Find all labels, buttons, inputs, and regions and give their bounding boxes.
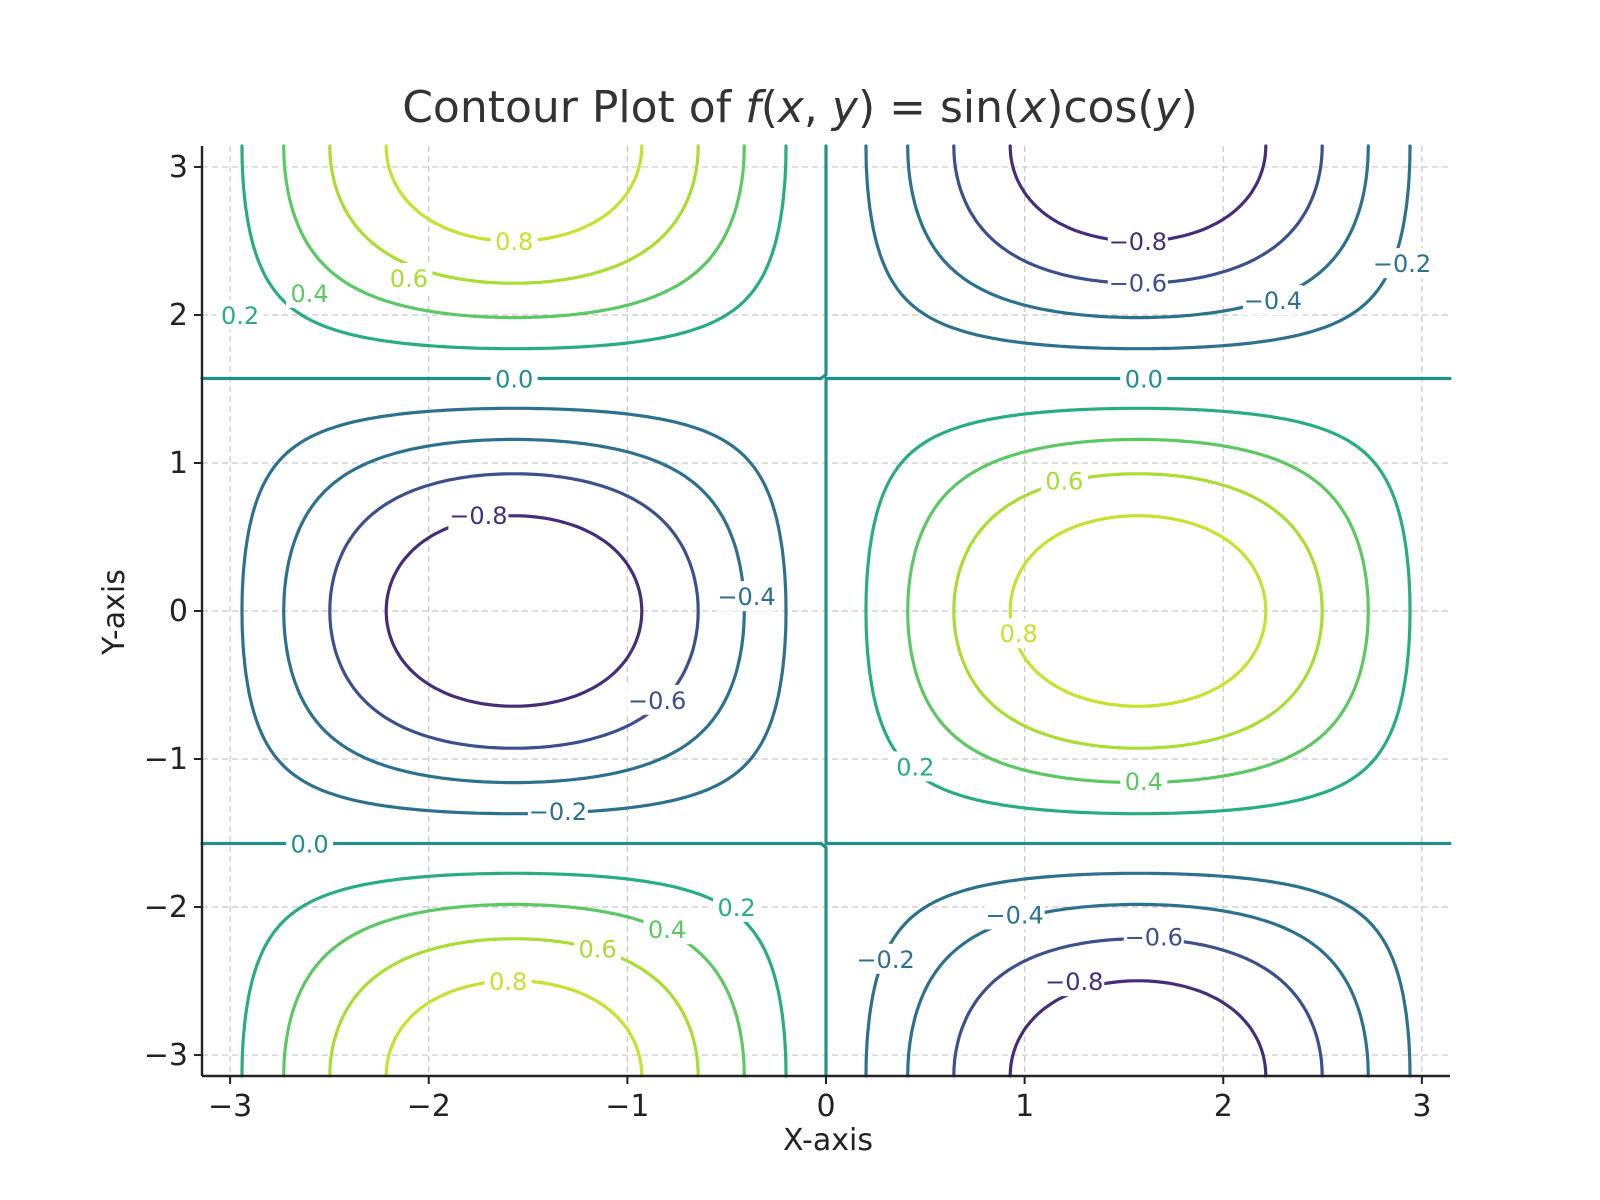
x-tick-label: 1 xyxy=(1015,1089,1034,1124)
contour-label: −0.6 xyxy=(1125,924,1183,952)
contour-label-bg xyxy=(995,618,1043,649)
contour-line xyxy=(282,144,1370,1078)
y-tick-label: −1 xyxy=(144,742,188,777)
x-tick-label: −3 xyxy=(208,1089,252,1124)
contour-label-bg xyxy=(1107,267,1168,298)
contour-label: 0.0 xyxy=(1125,365,1163,393)
contour-label: −0.8 xyxy=(1109,228,1167,256)
x-tick-label: 3 xyxy=(1412,1089,1431,1124)
contour-label-bg xyxy=(1120,363,1168,394)
contour-label-bg xyxy=(716,581,777,612)
contour-label-bg xyxy=(891,751,939,782)
contour-line xyxy=(240,144,1412,1078)
contour-label-bg xyxy=(1120,766,1168,797)
contour-label: 0.2 xyxy=(718,894,756,922)
y-tick-label: −3 xyxy=(144,1038,188,1073)
contour-label: 0.4 xyxy=(648,916,686,944)
contour-label: 0.6 xyxy=(390,265,428,293)
contour-label: −0.6 xyxy=(1109,269,1167,297)
contour-label: −0.4 xyxy=(986,901,1044,929)
contour-label-bg xyxy=(643,914,691,945)
contour-label-bg xyxy=(448,499,509,530)
contour-label: −0.4 xyxy=(717,583,775,611)
contour-label: 0.0 xyxy=(290,831,328,859)
contour-label-bg xyxy=(1123,921,1184,952)
contour-label: 0.2 xyxy=(221,302,259,330)
contour-label: −0.2 xyxy=(529,798,587,826)
contour-line xyxy=(282,144,1370,1078)
x-axis-label: X-axis xyxy=(783,1123,873,1158)
contour-label-bg xyxy=(1107,225,1168,256)
x-tick-label: 0 xyxy=(816,1089,835,1124)
y-tick-label: 1 xyxy=(169,446,188,481)
x-tick-label: −2 xyxy=(407,1089,451,1124)
contour-label: −0.8 xyxy=(1045,968,1103,996)
y-tick-label: −2 xyxy=(144,890,188,925)
contour-label: 0.2 xyxy=(896,753,934,781)
y-tick-label: 3 xyxy=(169,150,188,185)
contour-label: −0.2 xyxy=(856,946,914,974)
contour-line xyxy=(328,144,1324,1078)
contour-label-bg xyxy=(385,262,433,293)
contour-label-bg xyxy=(286,828,334,859)
y-tick-label: 2 xyxy=(169,298,188,333)
contour-label: 0.4 xyxy=(1125,768,1163,796)
y-axis-label: Y-axis xyxy=(97,569,132,656)
contour-label-bg xyxy=(1372,248,1433,279)
contour-label-bg xyxy=(984,899,1045,930)
contour-label: 0.8 xyxy=(1000,620,1038,648)
contour-label-bg xyxy=(574,933,622,964)
contour-labels: 0.8 0.6 0.4 0.2 0.0 0.0 −0.8 −0.6 −0.4 −0.2 −0.8 −0… xyxy=(216,225,1433,997)
x-tick-label: 2 xyxy=(1214,1089,1233,1124)
contour-label: −0.6 xyxy=(628,687,686,715)
contour-label-bg xyxy=(1040,465,1088,496)
ticks: −3 −2 −1 0 1 2 3 −3 −2 −1 0 1 2 3 xyxy=(144,150,1432,1124)
contour-label: 0.6 xyxy=(578,935,616,963)
contour-line xyxy=(240,144,1412,1078)
contour-label: −0.4 xyxy=(1244,287,1302,315)
chart-title: Contour Plot of f(x, y) = sin(x)cos(y) xyxy=(402,82,1198,133)
contour-label-bg xyxy=(1242,285,1303,316)
contour-label-bg xyxy=(527,795,588,826)
contour-label-bg xyxy=(216,299,264,330)
contour-label-bg xyxy=(1044,966,1105,997)
contour-label-bg xyxy=(627,684,688,715)
contour-label: 0.8 xyxy=(495,228,533,256)
contour-label-bg xyxy=(490,225,538,256)
contour-label: −0.8 xyxy=(449,502,507,530)
contour-label-bg xyxy=(490,363,538,394)
contour-label: 0.8 xyxy=(489,968,527,996)
contour-label: 0.6 xyxy=(1045,468,1083,496)
contour-label: 0.4 xyxy=(290,280,328,308)
contour-label: −0.2 xyxy=(1373,250,1431,278)
contour-label-bg xyxy=(286,277,334,308)
y-tick-label: 0 xyxy=(169,594,188,629)
contour-label-bg xyxy=(713,892,761,923)
contour-label: 0.0 xyxy=(495,365,533,393)
contour-line xyxy=(328,144,1324,1078)
x-tick-label: −1 xyxy=(605,1089,649,1124)
contour-label-bg xyxy=(855,943,916,974)
contour-label-bg xyxy=(484,966,532,997)
